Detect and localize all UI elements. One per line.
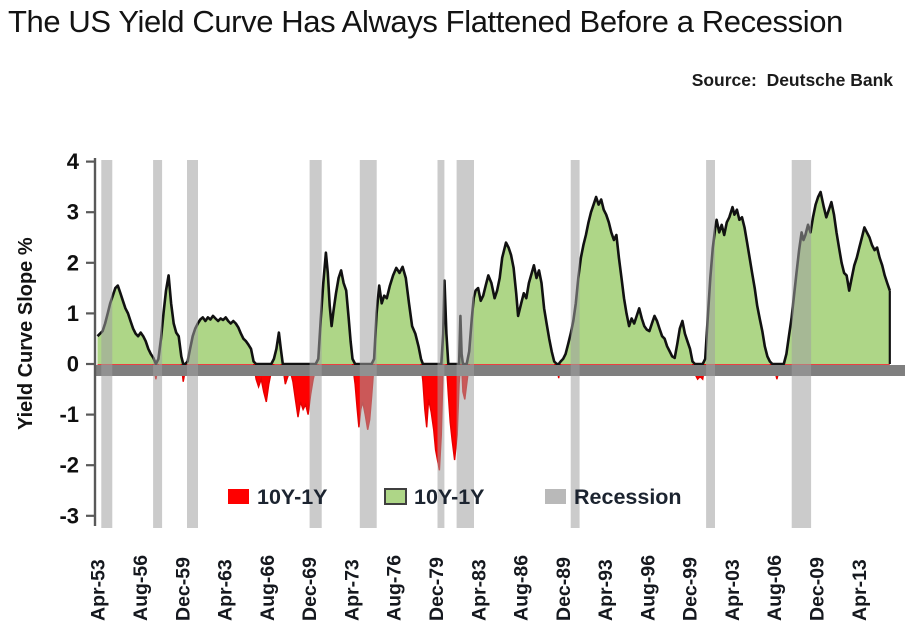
x-tick-label: Aug-56 — [130, 555, 152, 621]
x-tick-label: Apr-03 — [722, 559, 744, 621]
positive-area-10y-1y — [97, 192, 890, 364]
y-tick-label: 4 — [67, 149, 80, 174]
legend-label: Recession — [574, 485, 682, 509]
legend-label: 10Y-1Y — [257, 485, 328, 509]
legend-item-recession: Recession — [545, 485, 682, 509]
recession-band — [359, 160, 377, 528]
y-tick-label: 0 — [67, 352, 79, 377]
recession-band — [187, 160, 198, 528]
y-tick-label: -2 — [59, 453, 79, 478]
recession-band — [101, 160, 113, 528]
recession-band — [309, 160, 322, 528]
legend-swatch — [228, 489, 249, 504]
y-tick-label: 3 — [67, 200, 79, 225]
legend-item-10y-1y: 10Y-1Y — [384, 485, 485, 509]
legend-item-10y-1y: 10Y-1Y — [228, 485, 328, 509]
recession-band — [706, 160, 715, 528]
x-tick-label: Apr-63 — [215, 559, 237, 621]
negative-area-edge — [97, 363, 890, 471]
x-tick-label: Aug-86 — [511, 555, 533, 621]
recession-band — [456, 160, 474, 528]
x-tick-label: Apr-83 — [468, 559, 490, 621]
x-tick-label: Dec-69 — [299, 557, 321, 621]
x-tick-label: Apr-13 — [849, 559, 871, 621]
zero-line — [95, 365, 905, 376]
x-tick-label: Dec-79 — [426, 557, 448, 621]
x-tick-label: Dec-09 — [807, 557, 829, 621]
x-tick-label: Apr-53 — [88, 559, 110, 621]
y-tick-label: 2 — [67, 250, 79, 275]
x-tick-label: Apr-93 — [595, 559, 617, 621]
page-title: The US Yield Curve Has Always Flattened … — [8, 4, 843, 39]
series-line — [96, 190, 892, 366]
x-tick-label: Dec-89 — [553, 557, 575, 621]
recession-band — [437, 160, 445, 528]
recession-band — [153, 160, 163, 528]
recession-band — [570, 160, 580, 528]
y-tick-label: -1 — [59, 402, 79, 427]
recession-band — [791, 160, 812, 528]
y-tick-label: 1 — [67, 301, 79, 326]
legend-label: 10Y-1Y — [414, 485, 485, 509]
x-tick-label: Dec-99 — [680, 557, 702, 621]
y-axis-title: Yield Curve Slope % — [15, 237, 37, 430]
source-attribution: Source: Deutsche Bank — [691, 70, 893, 90]
negative-area-10y-1y — [97, 364, 890, 471]
x-tick-label: Aug-06 — [764, 555, 786, 621]
x-tick-label: Aug-96 — [637, 555, 659, 621]
x-tick-label: Aug-66 — [257, 555, 279, 621]
legend-swatch — [384, 488, 407, 505]
x-tick-label: Dec-59 — [172, 557, 194, 621]
x-tick-label: Aug-76 — [384, 555, 406, 621]
y-tick-label: -3 — [59, 503, 79, 528]
legend-swatch — [545, 489, 566, 504]
x-tick-label: Apr-73 — [341, 559, 363, 621]
